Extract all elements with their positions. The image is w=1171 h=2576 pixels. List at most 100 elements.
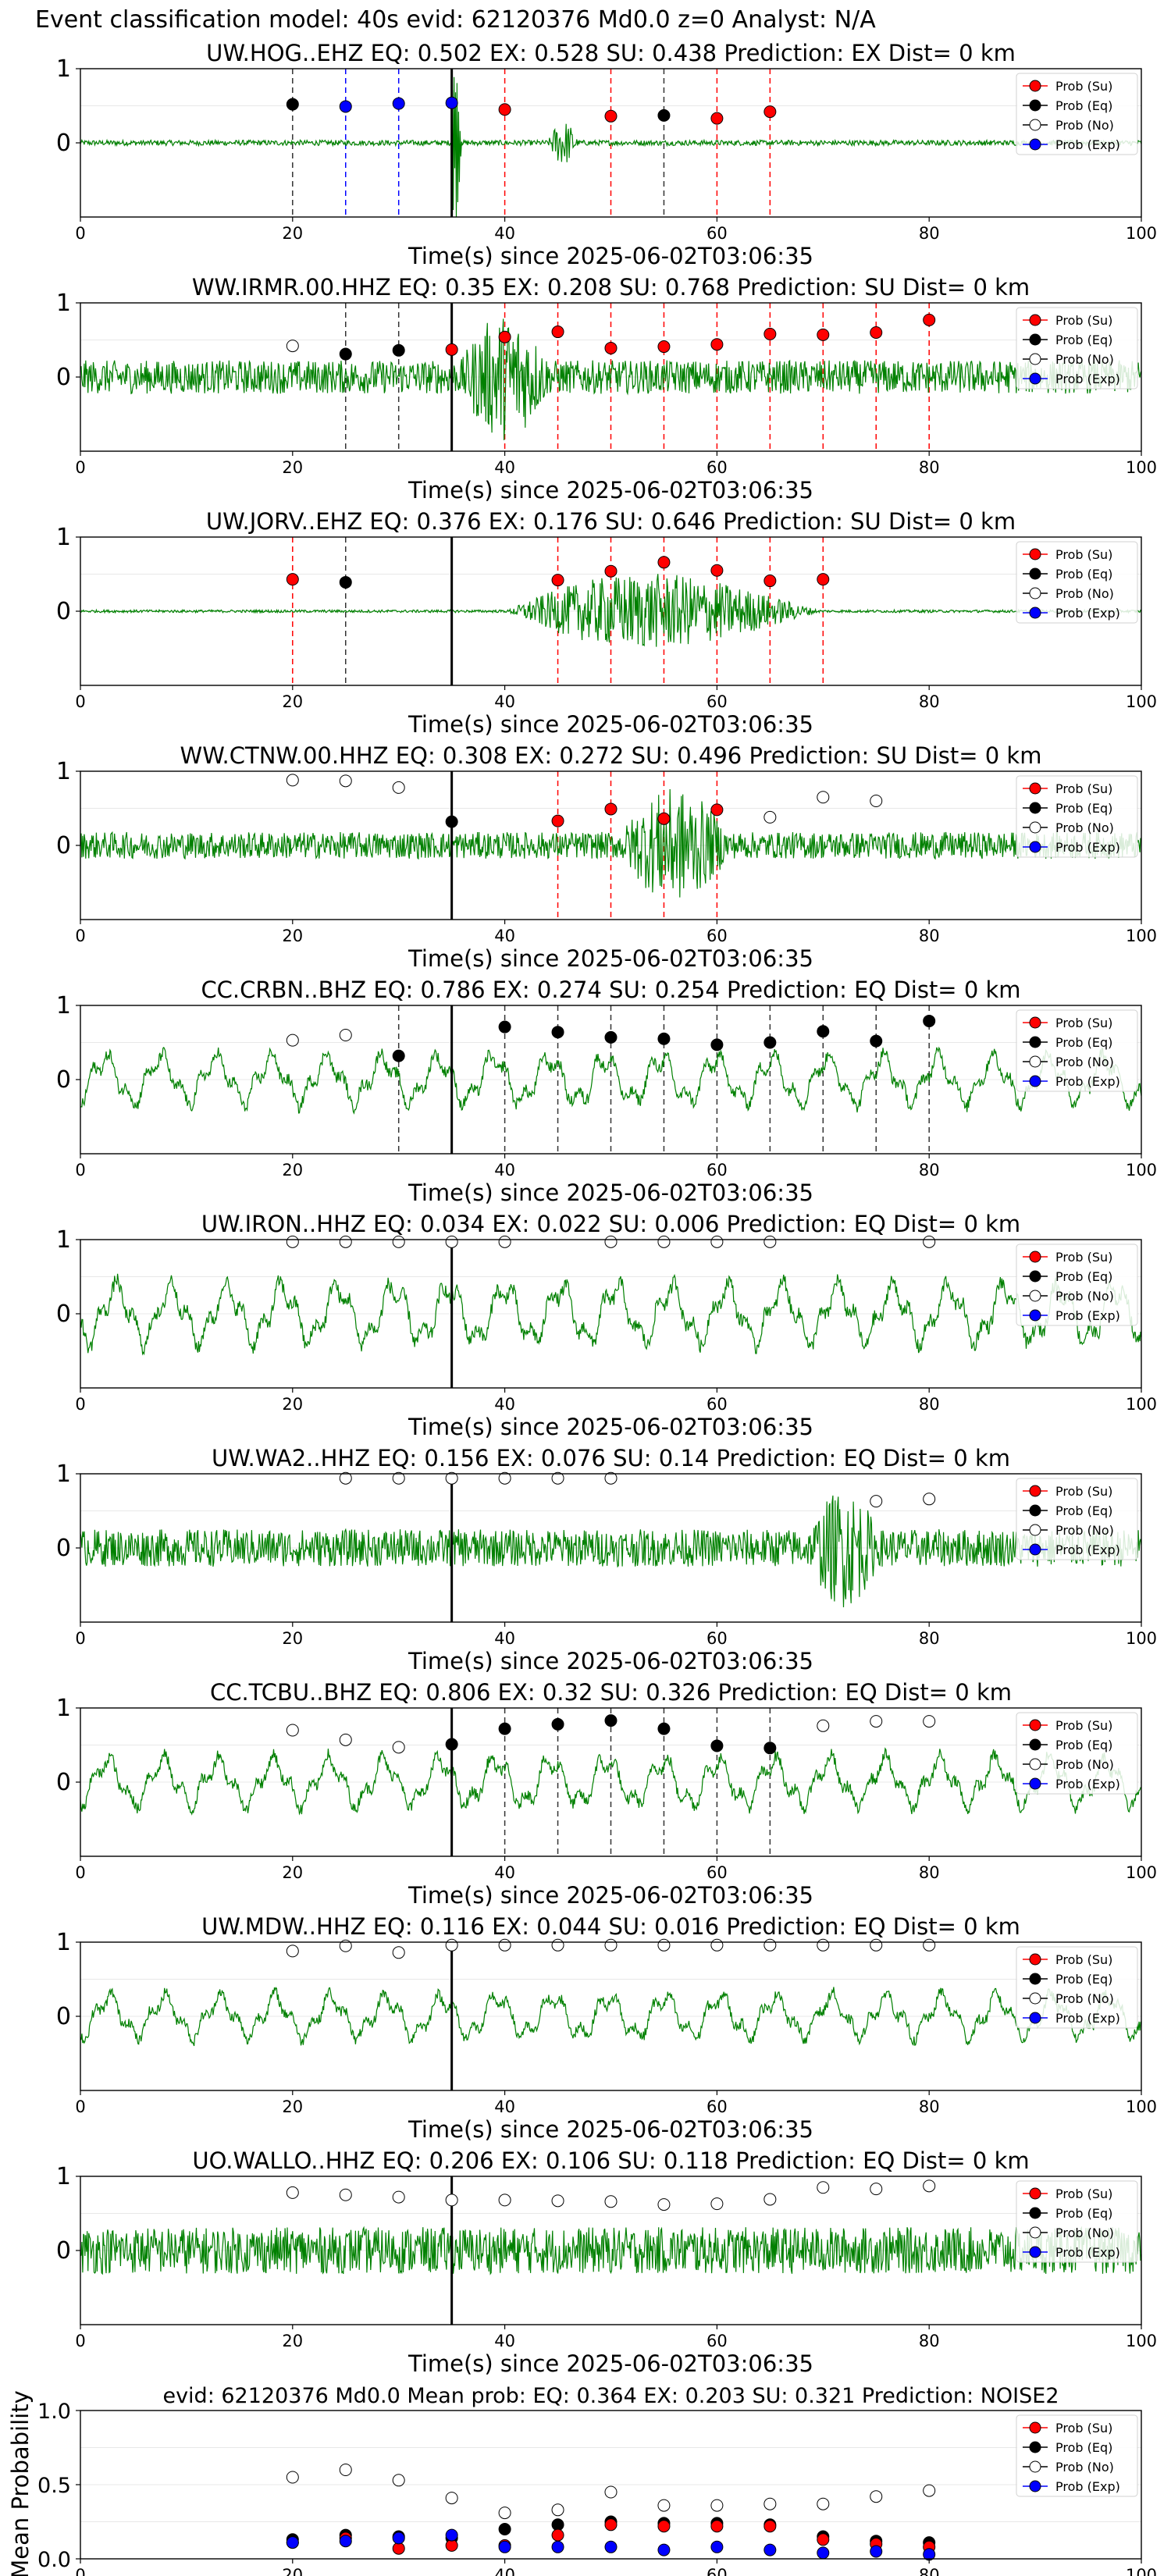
x-tick-label: 40 (494, 1395, 515, 1414)
x-tick-label: 0 (75, 2097, 85, 2116)
legend-label: Prob (Eq) (1055, 98, 1112, 113)
y-tick-label: 1 (56, 1929, 71, 1956)
legend-marker-no (1029, 1290, 1041, 1302)
x-tick-label: 20 (282, 1629, 303, 1648)
x-axis-label: Time(s) since 2025-06-02T03:06:35 (408, 1882, 813, 1909)
y-tick-label: 0 (56, 598, 71, 625)
x-tick-label: 20 (282, 1395, 303, 1414)
y-tick-label: 0 (56, 2237, 71, 2265)
prob-marker-eq (551, 1026, 564, 1039)
mean-prob-marker-no (604, 2485, 618, 2499)
x-tick-label: 60 (707, 1395, 728, 1414)
legend-marker-eq (1029, 333, 1041, 346)
x-tick-label: 100 (1126, 1161, 1157, 1179)
prob-marker-no (923, 2179, 936, 2193)
legend-marker-su (1029, 2421, 1041, 2434)
x-tick-label: 40 (494, 224, 515, 243)
panel-title: UW.IRON..HHZ EQ: 0.034 EX: 0.022 SU: 0.0… (201, 1211, 1020, 1237)
x-tick-label: 60 (707, 692, 728, 711)
legend-marker-exp (1029, 372, 1041, 385)
waveform-trace (80, 1273, 1142, 1356)
prob-marker-no (286, 1724, 299, 1737)
legend-marker-eq (1029, 1973, 1041, 1985)
legend-marker-no (1029, 587, 1041, 600)
y-tick-label: 0.0 (37, 2548, 71, 2572)
waveform-trace (80, 1987, 1142, 2047)
prob-marker-no (498, 2194, 511, 2207)
x-tick-label: 60 (707, 458, 728, 477)
legend-marker-exp (1029, 1543, 1041, 1556)
prob-marker-eq (392, 343, 405, 357)
legend-marker-no (1029, 353, 1041, 365)
legend-marker-exp (1029, 2012, 1041, 2024)
legend-label: Prob (No) (1055, 2226, 1114, 2240)
y-tick-label: 0 (56, 1535, 71, 1562)
legend-box (1016, 1244, 1138, 1326)
x-axis-label: Time(s) since 2025-06-02T03:06:35 (408, 2116, 813, 2143)
chart-panel-8: 0 20 40 60 80 100 0 1 CC.TCBU..BHZ EQ: 0.806 EX:… (56, 1679, 1157, 1909)
legend: Prob (Su) Prob (Eq) Prob (No) Prob (Exp) (1016, 1478, 1138, 1560)
prob-marker-no (817, 1719, 830, 1732)
legend-marker-su (1029, 1719, 1041, 1731)
prob-marker-eq (392, 1049, 405, 1062)
legend-marker-exp (1029, 2480, 1041, 2492)
panel-title: WW.CTNW.00.HHZ EQ: 0.308 EX: 0.272 SU: 0… (180, 742, 1042, 769)
legend-marker-su (1029, 80, 1041, 92)
prob-marker-no (604, 1938, 618, 1952)
mean-prob-marker-no (339, 2464, 352, 2476)
legend-label: Prob (Su) (1055, 2421, 1112, 2435)
x-tick-label: 100 (1126, 927, 1157, 945)
prob-marker-no (923, 1938, 936, 1952)
x-tick-label: 100 (1126, 692, 1157, 711)
prob-marker-eq (817, 1025, 830, 1038)
legend-label: Prob (Exp) (1055, 840, 1120, 855)
x-axis-label: Time(s) since 2025-06-02T03:06:35 (408, 1414, 813, 1440)
prob-marker-no (286, 774, 299, 787)
mean-prob-marker-exp (657, 2543, 671, 2556)
x-tick-label: 60 (707, 2332, 728, 2350)
y-tick-label: 1.0 (37, 2400, 71, 2424)
legend-label: Prob (No) (1055, 1757, 1114, 1772)
legend-label: Prob (Eq) (1055, 801, 1112, 816)
mean-prob-marker-exp (763, 2543, 777, 2556)
prob-marker-eq (551, 1717, 564, 1731)
legend-label: Prob (No) (1055, 1289, 1114, 1304)
figure-title: Event classification model: 40s evid: 62… (35, 6, 876, 34)
prob-marker-no (710, 1938, 724, 1952)
prob-marker-eq (498, 1722, 511, 1735)
legend-marker-no (1029, 1992, 1041, 2005)
panel-title: UO.WALLO..HHZ EQ: 0.206 EX: 0.106 SU: 0.… (192, 2147, 1029, 2174)
x-tick-label: 40 (494, 1629, 515, 1648)
prob-marker-eq (445, 815, 458, 828)
x-tick-label: 80 (919, 927, 940, 945)
x-tick-label: 20 (282, 692, 303, 711)
prob-marker-no (551, 1938, 564, 1952)
prob-marker-no (604, 1235, 618, 1248)
mean-prob-marker-su (445, 2539, 458, 2552)
legend-label: Prob (Su) (1055, 1250, 1112, 1265)
legend-label: Prob (Eq) (1055, 567, 1112, 582)
legend-label: Prob (No) (1055, 1991, 1114, 2006)
mean-prob-marker-no (551, 2503, 564, 2517)
prob-marker-no (870, 1495, 883, 1508)
x-tick-label: 0 (75, 692, 85, 711)
x-tick-label: 0 (75, 1161, 85, 1179)
prob-marker-no (445, 1938, 458, 1952)
prob-marker-no (339, 1733, 352, 1746)
legend-marker-no (1029, 2460, 1041, 2473)
prob-marker-no (817, 2181, 830, 2194)
mean-prob-marker-su (763, 2520, 777, 2533)
prob-marker-eq (657, 1032, 671, 1045)
x-axis-label: Time(s) since 2025-06-02T03:06:35 (408, 945, 813, 972)
x-tick-label: 0 (75, 927, 85, 945)
mean-prob-marker-su (710, 2520, 724, 2533)
legend-box (1016, 541, 1138, 624)
legend-marker-su (1029, 1016, 1041, 1029)
y-tick-label: 0.5 (37, 2474, 71, 2498)
legend-box (1016, 2180, 1138, 2263)
prob-marker-su (604, 802, 618, 816)
waveform-trace (80, 76, 1142, 218)
x-tick-label: 80 (919, 1395, 940, 1414)
mean-prob-marker-eq (551, 2518, 564, 2532)
legend-label: Prob (No) (1055, 1055, 1114, 1069)
